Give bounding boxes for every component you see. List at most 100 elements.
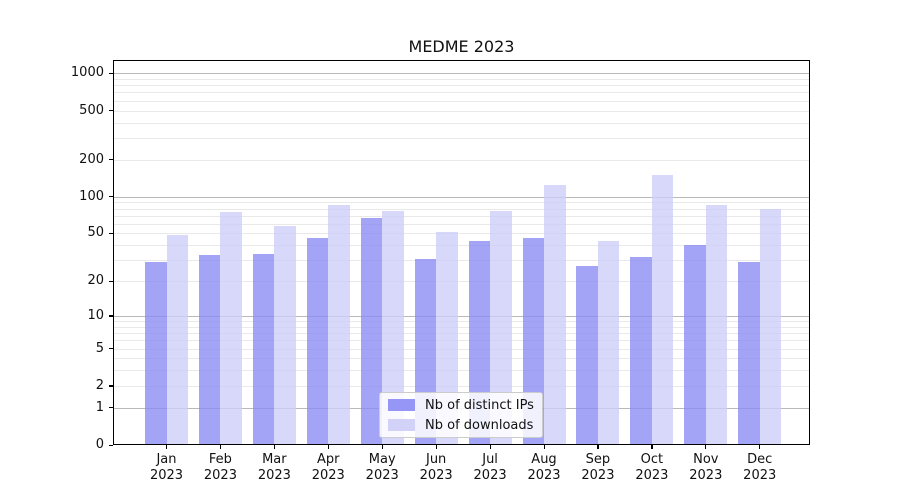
x-axis-tick [651, 445, 653, 449]
x-tick-line: 2023 [203, 468, 237, 483]
gridline-minor [114, 340, 809, 342]
y-tick-label: 1000 [70, 65, 104, 81]
chart-title: MEDME 2023 [408, 37, 515, 56]
x-tick-label-mar: Mar 2023 [246, 452, 302, 484]
bar-downloads-apr [328, 205, 350, 444]
x-axis-tick [759, 445, 761, 449]
x-tick-line: 2023 [365, 468, 399, 483]
bar-downloads-jul [490, 211, 512, 444]
y-tick-label: 0 [95, 437, 104, 452]
legend-swatch-distinct-ips [388, 399, 415, 411]
x-tick-line: Nov [693, 452, 719, 467]
y-tick-label: 200 [79, 151, 104, 167]
x-tick-label-dec: Dec 2023 [732, 452, 788, 484]
y-axis-tick [109, 348, 113, 350]
gridline-minor [114, 137, 809, 139]
bar-downloads-dec [759, 208, 782, 444]
y-axis-tick [109, 232, 113, 235]
plot-area [113, 60, 810, 445]
gridline-minor [114, 92, 809, 94]
gridline-minor [114, 85, 809, 87]
x-axis-tick [219, 445, 222, 449]
gridline-minor [114, 215, 809, 217]
x-axis-tick [543, 445, 545, 449]
x-tick-line: May [368, 452, 396, 467]
y-axis-tick [109, 159, 113, 161]
x-tick-line: Dec [747, 452, 773, 467]
x-tick-line: Mar [262, 452, 287, 467]
x-axis-tick [489, 445, 491, 449]
x-tick-line: 2023 [581, 468, 615, 483]
y-tick-label: 5 [95, 340, 104, 356]
x-tick-line: 2023 [689, 468, 723, 483]
bar-distinct-ips-jan [145, 262, 167, 444]
gridline-minor [114, 202, 809, 204]
gridline-minor [114, 100, 809, 102]
x-tick-label-sep: Sep 2023 [570, 452, 626, 484]
x-axis-tick [381, 445, 383, 449]
x-tick-label-may: May 2023 [354, 452, 410, 484]
bar-downloads-feb [220, 212, 242, 444]
x-tick-line: Oct [640, 452, 664, 467]
legend: Nb of distinct IPs Nb of downloads [379, 392, 543, 438]
bar-downloads-may [382, 211, 404, 444]
x-tick-line: 2023 [743, 468, 777, 483]
legend-label-distinct-ips: Nb of distinct IPs [425, 397, 534, 413]
gridline-minor [114, 321, 809, 323]
bar-downloads-jun [436, 232, 458, 444]
bar-distinct-ips-oct [630, 256, 652, 444]
x-tick-label-jun: Jun 2023 [408, 452, 464, 484]
bar-downloads-aug [544, 184, 566, 444]
bar-distinct-ips-may [360, 217, 383, 444]
gridline-major [114, 196, 809, 198]
x-tick-label-aug: Aug 2023 [516, 452, 572, 484]
x-tick-line: Aug [531, 452, 557, 467]
bar-distinct-ips-nov [684, 245, 706, 444]
x-tick-line: Jun [425, 452, 447, 467]
gridline-minor [114, 208, 809, 210]
gridline-minor [114, 333, 809, 335]
x-tick-line: 2023 [473, 468, 507, 483]
x-tick-label-oct: Oct 2023 [624, 452, 680, 484]
y-tick-label: 1 [95, 399, 104, 415]
legend-item-distinct-ips: Nb of distinct IPs [380, 397, 542, 414]
x-axis-tick [327, 445, 329, 449]
bar-downloads-mar [274, 225, 296, 444]
x-tick-line: 2023 [149, 468, 184, 483]
bar-downloads-nov [705, 205, 728, 444]
y-tick-label: 20 [87, 273, 104, 289]
y-axis-tick [109, 385, 113, 387]
y-axis-tick [109, 280, 113, 282]
x-axis-tick [435, 445, 437, 449]
gridline-minor [114, 348, 809, 350]
y-tick-label: 10 [87, 307, 104, 323]
y-axis-tick [109, 110, 113, 112]
gridline-minor [114, 326, 809, 328]
gridline-major [114, 73, 809, 75]
y-tick-label: 500 [79, 102, 104, 118]
gridline-minor [114, 260, 809, 262]
y-axis-tick [109, 72, 113, 74]
x-tick-label-apr: Apr 2023 [300, 452, 356, 484]
x-tick-line: Sep [585, 452, 611, 467]
x-tick-line: 2023 [311, 468, 345, 483]
x-tick-line: Jul [482, 452, 498, 467]
bar-downloads-sep [597, 241, 620, 444]
gridline-minor [114, 385, 809, 387]
gridline-minor [114, 358, 809, 360]
x-axis-tick [166, 445, 168, 449]
gridline-minor [114, 78, 809, 80]
bar-distinct-ips-apr [306, 237, 329, 444]
y-axis-tick [109, 444, 113, 446]
x-axis-tick [273, 445, 276, 449]
bar-downloads-oct [651, 175, 674, 444]
y-tick-label: 2 [95, 377, 104, 393]
x-tick-line: Apr [317, 452, 340, 467]
x-tick-line: Jan [156, 452, 177, 467]
x-tick-label-feb: Feb 2023 [192, 452, 248, 484]
gridline-minor [114, 122, 809, 124]
x-tick-line: 2023 [419, 468, 453, 483]
gridline-minor [114, 110, 809, 112]
legend-swatch-downloads [388, 419, 415, 431]
